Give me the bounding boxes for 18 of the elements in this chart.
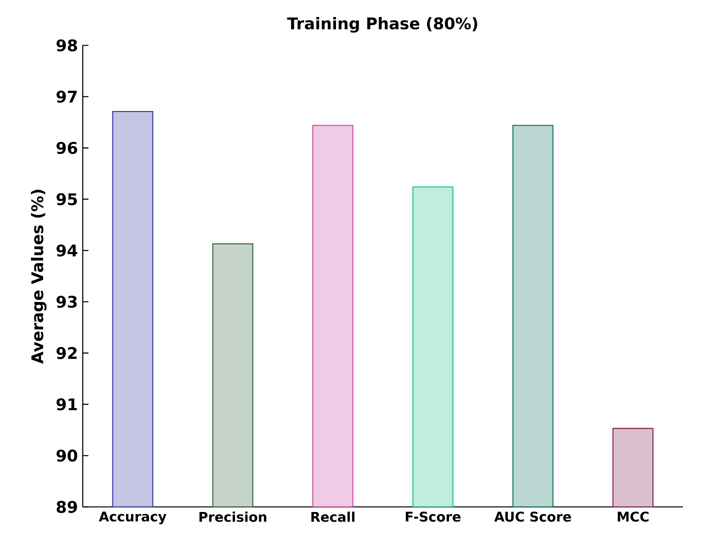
x-tick-label: AUC Score (494, 512, 572, 522)
x-tick-label: Recall (311, 512, 354, 522)
x-tick-label: F-Score (406, 512, 461, 522)
y-tick-label: 89 (56, 501, 77, 514)
y-tick-label: 97 (56, 90, 77, 103)
y-tick-label: 90 (56, 450, 78, 462)
y-tick-label: 92 (56, 347, 77, 360)
x-tick-label: Accuracy (98, 512, 166, 524)
x-tick-label: Precision (199, 512, 266, 522)
chart-title: Training Phase (80%) (287, 17, 478, 33)
y-tick-label: 91 (56, 398, 77, 411)
y-tick-label: 93 (56, 296, 77, 308)
x-tick-label: MCC (618, 512, 649, 522)
y-tick-label: 95 (56, 193, 77, 206)
y-tick-label: 96 (56, 142, 78, 154)
y-tick-label: 94 (56, 244, 78, 257)
y-tick-label: 98 (56, 40, 78, 52)
y-axis-title: Average Values (%) (30, 190, 47, 364)
